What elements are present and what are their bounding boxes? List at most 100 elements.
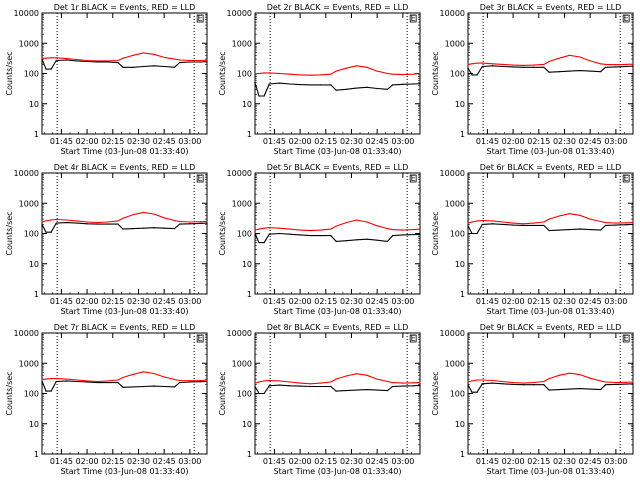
x-tick-label: 02:30 <box>340 457 363 466</box>
data-point-lld <box>412 73 414 75</box>
data-point-lld <box>289 73 291 75</box>
data-point-lld <box>173 378 176 381</box>
x-tick-label: 01:45 <box>50 297 73 306</box>
plot-frame <box>467 332 634 455</box>
data-point-lld <box>335 225 337 227</box>
data-point-events <box>268 83 270 85</box>
x-axis-label: Start Time (03-Jun-08 01:33:40) <box>61 307 189 316</box>
data-point-lld <box>569 372 571 374</box>
data-point-lld <box>143 371 145 373</box>
data-point-events <box>615 224 617 226</box>
data-point-events <box>254 82 256 84</box>
y-tick-label: 1 <box>34 450 39 459</box>
y-tick-label: 10000 <box>227 9 252 18</box>
series-line-lld <box>467 54 634 66</box>
data-point-lld <box>467 381 469 383</box>
data-point-lld <box>604 63 607 65</box>
data-point-events <box>268 385 270 387</box>
x-tick-label: 01:45 <box>476 137 499 146</box>
data-point-lld <box>558 57 560 59</box>
data-point-lld <box>548 218 550 220</box>
data-point-lld <box>335 70 337 72</box>
series-line-lld <box>41 211 208 224</box>
x-tick-label: 02:15 <box>101 457 124 466</box>
data-point-events <box>55 59 57 62</box>
data-point-lld <box>356 373 358 375</box>
data-point-lld <box>107 221 109 223</box>
data-point-events <box>173 66 176 68</box>
data-point-lld <box>132 214 134 216</box>
data-point-lld <box>50 378 52 380</box>
series-line-events <box>41 222 208 233</box>
x-tick-label: 03:00 <box>391 137 414 146</box>
chart-title: Det 2r BLACK = Events, RED = LLD <box>267 3 409 12</box>
y-tick-label: 10000 <box>440 169 465 178</box>
data-point-lld <box>309 74 311 76</box>
data-point-events <box>278 232 281 235</box>
data-point-events <box>589 228 591 231</box>
data-point-events <box>254 385 256 388</box>
y-axis-label: Counts/sec <box>218 51 227 95</box>
data-point-events <box>402 385 404 387</box>
data-point-lld <box>45 220 47 222</box>
data-point-events <box>391 84 394 86</box>
x-tick-label: 01:45 <box>263 457 286 466</box>
x-tick-label: 02:15 <box>101 137 124 146</box>
y-tick-label: 10 <box>242 260 252 269</box>
marker-box <box>409 334 417 343</box>
data-point-events <box>615 66 617 68</box>
data-point-lld <box>330 73 332 75</box>
data-point-events <box>254 232 256 235</box>
data-point-events <box>153 65 155 67</box>
y-tick-label: 100 <box>24 390 39 399</box>
plot-frame <box>41 12 208 135</box>
data-point-events <box>76 380 78 383</box>
data-point-events <box>263 242 265 244</box>
data-point-lld <box>579 214 581 216</box>
data-point-lld <box>558 374 560 376</box>
data-point-lld <box>476 220 478 222</box>
marker-label: E <box>624 334 629 343</box>
y-tick-label: 1 <box>460 290 465 299</box>
data-point-events <box>55 222 57 224</box>
data-point-events <box>143 385 145 388</box>
data-point-events <box>356 239 358 241</box>
data-point-lld <box>96 221 98 224</box>
data-point-lld <box>419 228 421 230</box>
x-axis-label: Start Time (03-Jun-08 01:33:40) <box>61 467 189 476</box>
data-point-lld <box>599 380 602 382</box>
data-point-events <box>522 66 524 68</box>
series-line-events <box>254 232 421 244</box>
data-point-lld <box>76 220 78 222</box>
data-point-events <box>376 87 378 90</box>
y-axis-label: Counts/sec <box>5 51 14 95</box>
data-point-events <box>471 232 473 235</box>
data-point-events <box>502 65 504 68</box>
data-point-lld <box>117 379 119 381</box>
y-tick-label: 1000 <box>19 39 39 48</box>
data-point-lld <box>548 60 550 63</box>
data-point-events <box>391 235 394 237</box>
data-point-events <box>512 224 514 226</box>
data-point-events <box>467 225 469 227</box>
data-point-lld <box>309 383 311 385</box>
data-point-lld <box>476 62 478 64</box>
data-point-events <box>632 383 634 385</box>
data-point-lld <box>366 374 368 376</box>
data-point-events <box>481 223 483 225</box>
data-point-lld <box>386 380 389 383</box>
data-point-lld <box>254 382 256 384</box>
data-point-lld <box>491 63 494 65</box>
data-point-events <box>625 224 627 226</box>
data-point-events <box>122 386 124 388</box>
data-point-events <box>132 228 134 230</box>
data-point-events <box>263 95 265 97</box>
data-point-events <box>173 228 176 230</box>
data-point-lld <box>289 381 291 383</box>
data-point-events <box>412 385 414 387</box>
data-point-events <box>289 233 291 235</box>
data-point-lld <box>615 381 617 384</box>
